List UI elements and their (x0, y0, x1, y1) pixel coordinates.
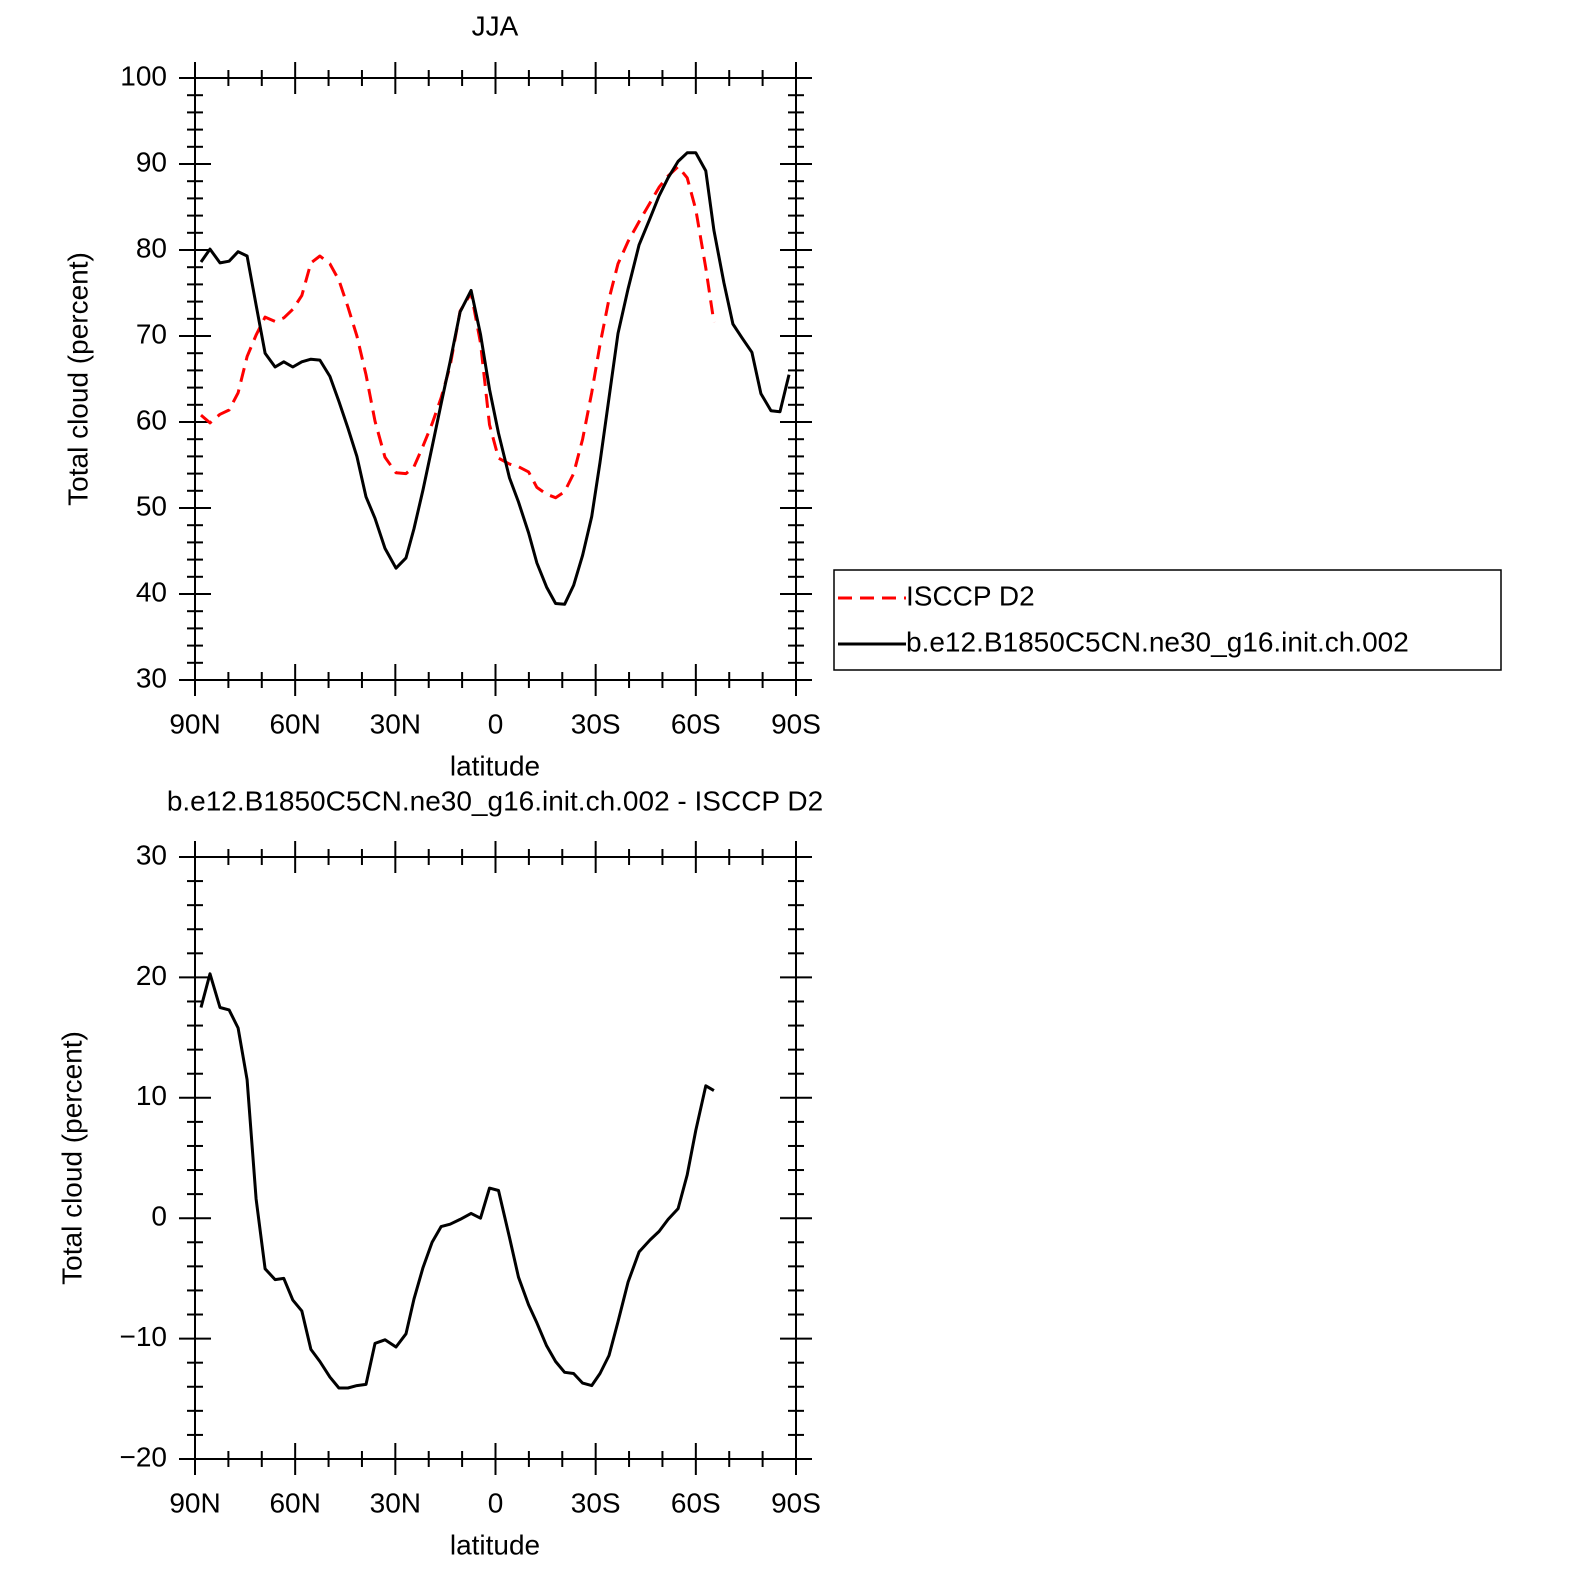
y-tick-label: 90 (136, 146, 167, 177)
y-tick-label: −10 (120, 1321, 168, 1352)
legend-label: ISCCP D2 (906, 580, 1035, 611)
y-tick-label: −20 (120, 1441, 168, 1472)
x-tick-label: 0 (488, 1487, 504, 1518)
chart-title: b.e12.B1850C5CN.ne30_g16.init.ch.002 - I… (167, 785, 823, 816)
x-tick-label: 0 (488, 708, 504, 739)
x-tick-label: 90S (771, 708, 821, 739)
x-tick-label: 30N (370, 708, 421, 739)
x-axis-label: latitude (450, 1529, 540, 1560)
x-tick-label: 90N (169, 708, 220, 739)
x-tick-label: 60N (269, 708, 320, 739)
y-tick-label: 100 (120, 60, 167, 91)
x-tick-label: 30S (571, 708, 621, 739)
x-tick-label: 30N (370, 1487, 421, 1518)
y-tick-label: 50 (136, 490, 167, 521)
y-tick-label: 30 (136, 662, 167, 693)
x-tick-label: 60S (671, 708, 721, 739)
y-tick-label: 0 (151, 1201, 167, 1232)
y-tick-label: 80 (136, 232, 167, 263)
y-tick-label: 30 (136, 839, 167, 870)
x-tick-label: 60S (671, 1487, 721, 1518)
x-tick-label: 90N (169, 1487, 220, 1518)
y-tick-label: 70 (136, 318, 167, 349)
y-axis-label: Total cloud (percent) (56, 1031, 87, 1285)
x-tick-label: 30S (571, 1487, 621, 1518)
x-tick-label: 90S (771, 1487, 821, 1518)
plot-frame (194, 77, 797, 681)
y-axis-label: Total cloud (percent) (62, 252, 93, 506)
plot-frame (194, 856, 797, 1460)
y-tick-label: 60 (136, 404, 167, 435)
y-tick-label: 40 (136, 576, 167, 607)
y-tick-label: 20 (136, 960, 167, 991)
x-axis-label: latitude (450, 750, 540, 781)
legend-label: b.e12.B1850C5CN.ne30_g16.init.ch.002 (906, 626, 1409, 657)
data-line (199, 972, 715, 1390)
x-tick-label: 60N (269, 1487, 320, 1518)
y-tick-label: 10 (136, 1080, 167, 1111)
chart-title: JJA (472, 10, 519, 41)
data-line (199, 151, 791, 606)
legend-box (833, 569, 1502, 671)
